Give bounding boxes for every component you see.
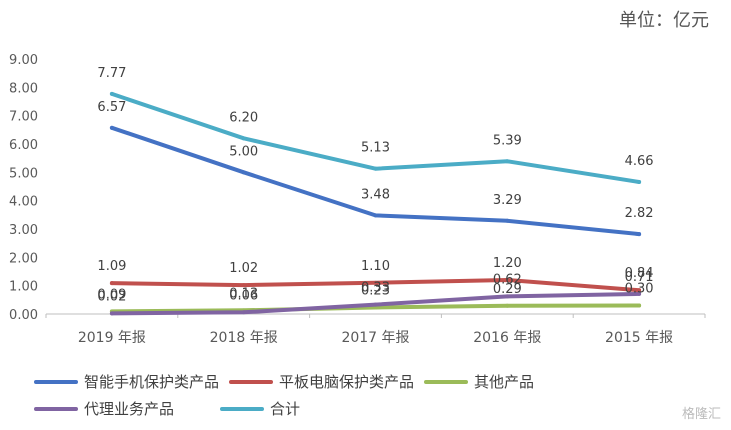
data-point-s2-3 <box>505 303 510 308</box>
chart-data-labels: 6.57 5.00 3.48 3.29 2.82 1.09 1.02 1.10 1.20 0.84… <box>97 66 653 305</box>
data-point-s4-1 <box>241 136 246 141</box>
y-tick-label-4: 4.00 <box>9 195 38 210</box>
data-point-s2-4 <box>637 303 642 308</box>
data-label-s0-4: 2.82 <box>625 206 654 221</box>
legend-swatch-other <box>424 379 469 384</box>
legend-item-other: 其他产品 <box>424 371 534 392</box>
data-label-s2-3: 0.29 <box>493 282 522 297</box>
chart-series-lines <box>109 91 642 316</box>
data-point-s3-4 <box>637 291 642 296</box>
legend-label-total: 合计 <box>270 400 301 418</box>
legend-swatch-agency <box>34 406 78 411</box>
data-point-s1-1 <box>241 283 246 288</box>
unit-label: 单位：亿元 <box>619 10 709 31</box>
data-label-s3-4: 0.71 <box>625 270 654 285</box>
data-label-s0-1: 5.00 <box>229 144 258 159</box>
data-label-s3-2: 0.33 <box>361 281 390 296</box>
legend-row-2: 代理业务产品 合计 <box>34 395 674 422</box>
legend-row-1: 智能手机保护类产品 平板电脑保护类产品 其他产品 <box>34 368 674 395</box>
data-label-s1-0: 1.09 <box>97 259 126 274</box>
legend-label-other: 其他产品 <box>474 373 535 391</box>
x-tick-label-0: 2019 年报 <box>78 330 146 346</box>
data-point-s0-2 <box>373 213 378 218</box>
y-tick-label-5: 5.00 <box>9 166 38 181</box>
data-point-s0-3 <box>505 218 510 223</box>
data-label-s0-2: 3.48 <box>361 187 390 202</box>
data-point-s4-3 <box>505 159 510 164</box>
y-tick-label-7: 7.00 <box>9 110 38 125</box>
y-tick-label-0: 0.00 <box>9 308 38 323</box>
y-tick-label-8: 8.00 <box>9 81 38 96</box>
legend-swatch-total <box>220 406 265 411</box>
data-point-s1-3 <box>505 278 510 282</box>
data-label-s4-0: 7.77 <box>97 66 126 81</box>
y-tick-label-6: 6.00 <box>9 138 38 153</box>
data-label-s3-0: 0.02 <box>97 289 126 304</box>
y-tick-label-3: 3.00 <box>9 223 38 238</box>
legend-item-tablet: 平板电脑保护类产品 <box>229 371 414 392</box>
data-label-s4-2: 5.13 <box>361 141 390 156</box>
legend-swatch-tablet <box>229 379 274 384</box>
y-tick-label-1: 1.00 <box>9 280 38 295</box>
data-point-s4-2 <box>373 166 378 171</box>
data-label-s1-2: 1.10 <box>361 259 390 274</box>
data-label-s0-0: 6.57 <box>97 100 126 115</box>
data-label-s4-1: 6.20 <box>229 110 258 125</box>
data-point-s4-0 <box>109 91 114 96</box>
y-tick-label-2: 2.00 <box>9 251 38 266</box>
x-tick-label-4: 2015 年报 <box>605 330 673 346</box>
data-label-s1-1: 1.02 <box>229 261 258 276</box>
data-point-s1-4 <box>637 288 642 293</box>
legend-item-total: 合计 <box>220 398 300 419</box>
x-tick-label-2: 2017 年报 <box>341 330 409 346</box>
y-tick-label-9: 9.00 <box>9 53 38 68</box>
data-point-s1-2 <box>373 280 378 285</box>
data-label-s2-1: 0.13 <box>229 286 258 301</box>
data-label-s4-3: 5.39 <box>493 133 522 148</box>
data-point-s3-3 <box>505 294 510 299</box>
data-label-s0-3: 3.29 <box>493 193 522 208</box>
data-point-s0-4 <box>637 232 642 237</box>
data-point-s4-4 <box>637 179 642 184</box>
watermark-logo: 格隆汇 <box>681 407 721 422</box>
data-label-s3-3: 0.62 <box>493 272 522 287</box>
legend-label-agency: 代理业务产品 <box>84 400 175 418</box>
legend-label-smartphone: 智能手机保护类产品 <box>84 373 220 391</box>
data-label-s2-2: 0.23 <box>361 283 390 298</box>
legend-item-smartphone: 智能手机保护类产品 <box>34 371 219 392</box>
x-tick-label-3: 2016 年报 <box>473 330 541 346</box>
data-point-s0-0 <box>109 125 114 130</box>
data-label-s2-0: 0.09 <box>97 287 126 302</box>
legend-swatch-smartphone <box>34 379 78 384</box>
data-label-s1-3: 1.20 <box>493 256 522 271</box>
data-point-s1-0 <box>109 281 114 286</box>
chart-axes: 0.00 1.00 2.00 3.00 4.00 5.00 6.00 7.00 8.00 9.00… <box>9 53 706 346</box>
data-point-s3-1 <box>241 310 246 315</box>
data-point-s3-2 <box>373 302 378 307</box>
data-label-s2-4: 0.30 <box>625 282 654 297</box>
data-point-s3-0 <box>109 311 114 316</box>
x-tick-label-1: 2018 年报 <box>210 330 278 346</box>
data-label-s1-4: 0.84 <box>625 266 654 281</box>
chart-legend: 智能手机保护类产品 平板电脑保护类产品 其他产品 代理业务产品 合计 <box>34 368 674 422</box>
data-label-s4-4: 4.66 <box>625 154 654 169</box>
data-label-s3-1: 0.06 <box>229 288 258 303</box>
data-point-s0-1 <box>241 170 246 175</box>
legend-item-agency: 代理业务产品 <box>34 398 174 419</box>
legend-label-tablet: 平板电脑保护类产品 <box>279 373 415 391</box>
